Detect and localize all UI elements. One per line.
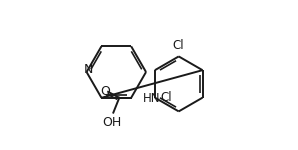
Text: Cl: Cl <box>161 91 173 104</box>
Text: O: O <box>100 85 110 98</box>
Text: Cl: Cl <box>172 39 184 52</box>
Text: HN: HN <box>143 92 161 105</box>
Text: N: N <box>84 63 94 76</box>
Text: OH: OH <box>102 116 122 129</box>
